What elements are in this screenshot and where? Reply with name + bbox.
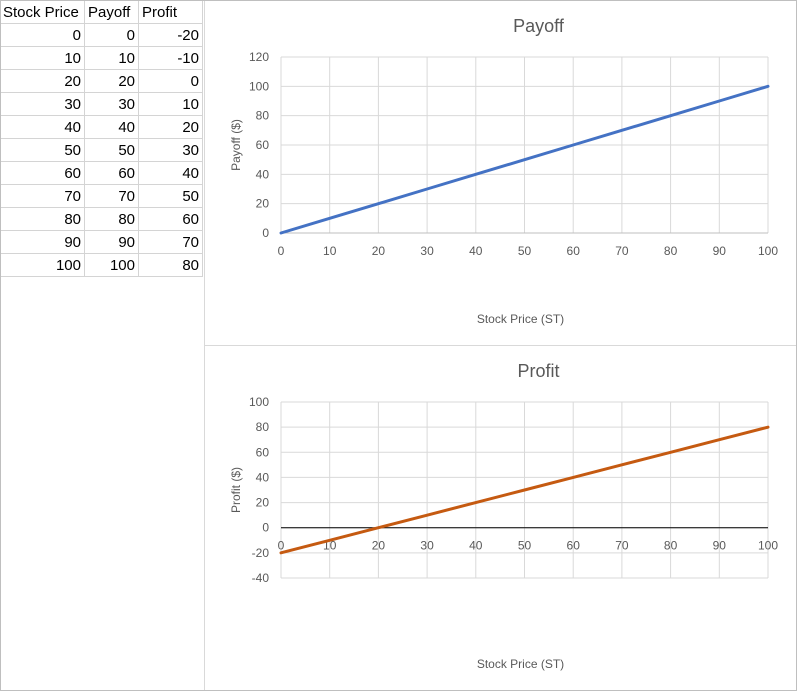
table-row: 40 40 20 <box>0 115 203 139</box>
table-row: 0 0 -20 <box>0 23 203 47</box>
table-row: 20 20 0 <box>0 69 203 93</box>
y-axis-title: Profit ($) <box>229 467 243 513</box>
y-tick-label: 80 <box>256 109 270 123</box>
table-cell[interactable]: 70 <box>138 230 203 254</box>
y-tick-label: 40 <box>256 167 270 181</box>
x-tick-label: 0 <box>278 539 285 553</box>
x-tick-label: 40 <box>469 244 483 258</box>
table-cell[interactable]: 100 <box>84 253 139 277</box>
table-cell[interactable]: 0 <box>138 69 203 93</box>
table-cell[interactable]: 100 <box>0 253 85 277</box>
data-table: Stock Price Payoff Profit 0 0 -20 10 10 -10 20… <box>0 0 203 277</box>
series-line <box>279 425 770 555</box>
table-cell[interactable]: 60 <box>138 207 203 231</box>
table-row: 10 10 -10 <box>0 46 203 70</box>
table-header-row: Stock Price Payoff Profit <box>0 0 203 24</box>
table-row: 70 70 50 <box>0 184 203 208</box>
table-cell[interactable]: 80 <box>84 207 139 231</box>
y-tick-label: 60 <box>256 138 270 152</box>
y-tick-label: 20 <box>256 496 270 510</box>
x-tick-label: 0 <box>278 244 285 258</box>
y-tick-label: 100 <box>249 79 269 93</box>
table-cell[interactable]: 80 <box>0 207 85 231</box>
x-tick-label: 20 <box>372 244 386 258</box>
table-row: 80 80 60 <box>0 207 203 231</box>
x-tick-label: 30 <box>420 539 434 553</box>
table-cell[interactable]: 40 <box>138 161 203 185</box>
y-tick-label: 0 <box>262 226 269 240</box>
table-cell[interactable]: -10 <box>138 46 203 70</box>
table-cell[interactable]: 70 <box>0 184 85 208</box>
table-cell[interactable]: 60 <box>84 161 139 185</box>
y-tick-label: 100 <box>249 395 269 409</box>
x-axis-title: Stock Price (ST) <box>477 312 564 326</box>
payoff-chart[interactable]: Payoff 0 20 40 60 80 100 120 0 10 20 30 40 50 60 70 80 90… <box>204 0 797 346</box>
y-tick-label: 60 <box>256 445 270 459</box>
chart-title: Profit <box>517 361 559 381</box>
y-tick-label: -20 <box>252 546 270 560</box>
table-cell[interactable]: 90 <box>84 230 139 254</box>
y-tick-label: 120 <box>249 50 269 64</box>
table-cell[interactable]: 90 <box>0 230 85 254</box>
y-tick-label: -40 <box>252 571 270 585</box>
x-tick-label: 100 <box>758 539 778 553</box>
x-tick-label: 70 <box>615 539 629 553</box>
table-cell[interactable]: 40 <box>0 115 85 139</box>
table-cell[interactable]: 10 <box>0 46 85 70</box>
table-cell[interactable]: 0 <box>84 23 139 47</box>
x-tick-label: 90 <box>713 539 727 553</box>
table-row: 30 30 10 <box>0 92 203 116</box>
table-cell[interactable]: 70 <box>84 184 139 208</box>
table-row: 50 50 30 <box>0 138 203 162</box>
x-tick-label: 60 <box>567 244 581 258</box>
table-cell[interactable]: 30 <box>138 138 203 162</box>
table-cell[interactable]: 50 <box>0 138 85 162</box>
column-header-profit[interactable]: Profit <box>138 0 203 24</box>
table-row: 90 90 70 <box>0 230 203 254</box>
x-tick-label: 50 <box>518 539 532 553</box>
y-tick-label: 40 <box>256 470 270 484</box>
table-cell[interactable]: 10 <box>84 46 139 70</box>
x-tick-label: 100 <box>758 244 778 258</box>
chart-title: Payoff <box>513 16 565 36</box>
x-tick-label: 50 <box>518 244 532 258</box>
x-tick-label: 80 <box>664 539 678 553</box>
x-tick-label: 60 <box>567 539 581 553</box>
table-row: 100 100 80 <box>0 253 203 277</box>
x-tick-label: 30 <box>420 244 434 258</box>
x-tick-label: 80 <box>664 244 678 258</box>
table-cell[interactable]: 20 <box>138 115 203 139</box>
column-header-stock-price[interactable]: Stock Price <box>0 0 85 24</box>
y-axis-title: Payoff ($) <box>229 119 243 171</box>
table-cell[interactable]: 20 <box>84 69 139 93</box>
table-cell[interactable]: 60 <box>0 161 85 185</box>
x-tick-label: 70 <box>615 244 629 258</box>
series-line <box>279 84 770 235</box>
x-tick-label: 10 <box>323 244 337 258</box>
y-tick-label: 0 <box>262 521 269 535</box>
y-tick-label: 20 <box>256 197 270 211</box>
x-axis-title: Stock Price (ST) <box>477 657 564 671</box>
table-cell[interactable]: 80 <box>138 253 203 277</box>
table-cell[interactable]: 50 <box>84 138 139 162</box>
y-tick-label: 80 <box>256 420 270 434</box>
table-cell[interactable]: 0 <box>0 23 85 47</box>
table-cell[interactable]: -20 <box>138 23 203 47</box>
column-header-payoff[interactable]: Payoff <box>84 0 139 24</box>
profit-chart[interactable]: Profit -40 -20 0 20 40 60 80 100 0 10 20 30 40 50 60 70 8… <box>204 345 797 691</box>
table-cell[interactable]: 30 <box>0 92 85 116</box>
x-tick-label: 40 <box>469 539 483 553</box>
table-cell[interactable]: 10 <box>138 92 203 116</box>
payoff-chart-svg: Payoff 0 20 40 60 80 100 120 0 10 20 30 40 50 60 70 80 90… <box>229 16 778 326</box>
x-tick-label: 20 <box>372 539 386 553</box>
table-cell[interactable]: 40 <box>84 115 139 139</box>
table-cell[interactable]: 50 <box>138 184 203 208</box>
table-cell[interactable]: 20 <box>0 69 85 93</box>
table-cell[interactable]: 30 <box>84 92 139 116</box>
x-tick-label: 90 <box>713 244 727 258</box>
table-row: 60 60 40 <box>0 161 203 185</box>
